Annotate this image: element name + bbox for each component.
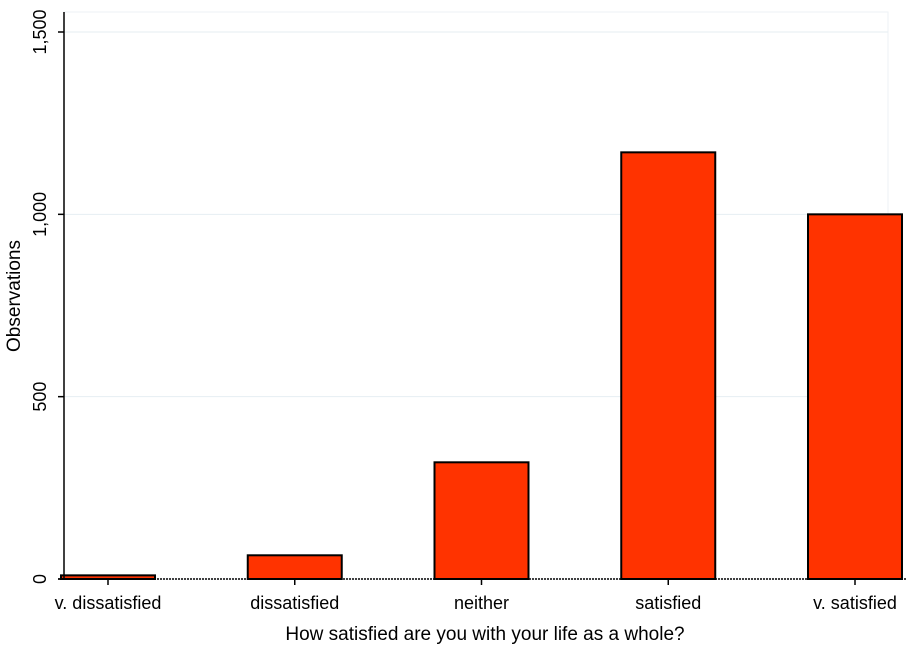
x-axis-title: How satisfied are you with your life as … [285,624,684,645]
y-tick-label: 1,000 [30,192,50,237]
x-tick-label: neither [454,593,509,613]
bars [60,151,903,581]
bar-dissatisfied [246,554,343,581]
x-tick-label: v. dissatisfied [55,593,162,613]
y-ticks: 0 500 1,000 1,500 [30,9,64,584]
x-ticks: v. dissatisfied dissatisfied neither satisf… [55,579,897,613]
y-axis-title: Observations [4,240,25,352]
x-tick-label: satisfied [635,593,701,613]
bar-satisfied [620,151,717,580]
bar-v-satisfied [807,213,903,580]
x-tick-label: dissatisfied [250,593,339,613]
y-tick-label: 500 [30,382,50,412]
y-tick-label: 1,500 [30,9,50,54]
x-tick-label: v. satisfied [813,593,897,613]
y-tick-label: 0 [30,574,50,584]
bar-neither [433,461,530,581]
